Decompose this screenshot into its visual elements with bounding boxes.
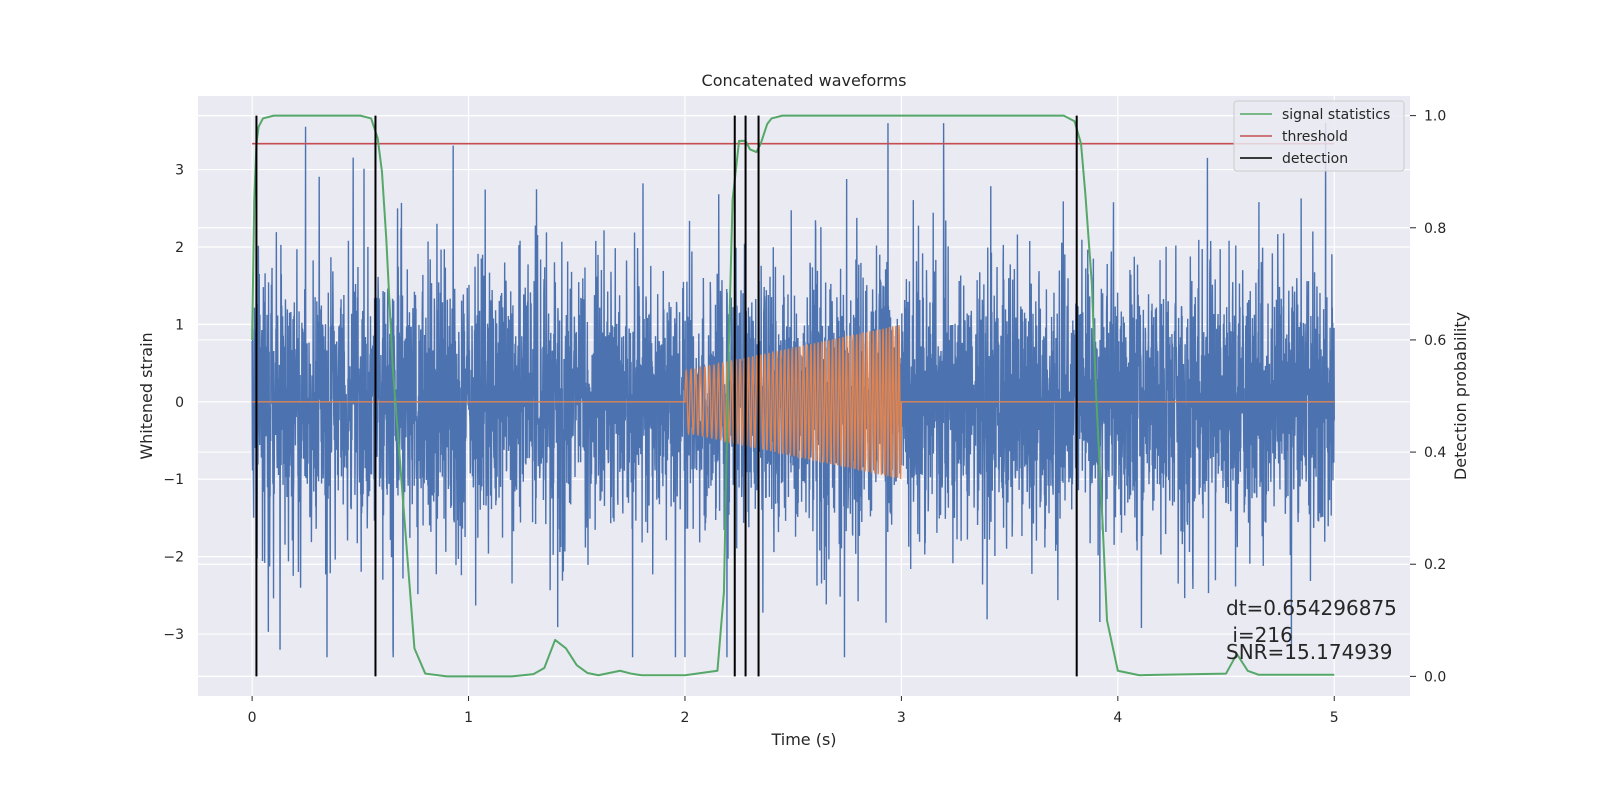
ticks-layer: 0 1 2 3 4 5 −3 −2 −1 0 1 2 3 0.0 0.2 0.4 0.6 0.8 1.0 [163,109,1446,726]
legend-label-signal-statistics: signal statistics [1282,107,1390,123]
y-right-tick-label: 1.0 [1424,109,1446,125]
y-axis-label: Whitened strain [137,332,156,459]
y-tick-label: 2 [175,240,184,256]
chart-title: Concatenated waveforms [702,71,907,90]
x-tick-label: 4 [1113,710,1122,726]
signal-statistics-line [251,114,1335,678]
annotation-dt: dt=0.654296875 [1226,596,1397,620]
injected-chirp-line [252,325,1335,480]
x-tick-label: 1 [464,710,473,726]
annotation-snr: SNR=15.174939 [1226,640,1392,664]
x-tick-label: 0 [248,710,257,726]
x-tick-label: 5 [1330,710,1339,726]
y-right-tick-label: 0.2 [1424,557,1446,573]
series-layer [251,114,1335,678]
y-axis-label-right: Detection probability [1451,312,1470,480]
x-axis-label: Time (s) [770,730,836,749]
annotations: dt=0.654296875 i=216 SNR=15.174939 [1226,596,1397,664]
legend-label-detection: detection [1282,151,1348,167]
annotation-index: i=216 [1226,623,1293,647]
x-tick-label: 3 [897,710,906,726]
x-tick-label: 2 [681,710,690,726]
y-tick-label: 1 [175,317,184,333]
y-tick-label: −3 [163,627,184,643]
y-tick-label: 0 [175,395,184,411]
y-tick-label: −2 [163,550,184,566]
y-right-tick-label: 0.4 [1424,445,1446,461]
legend-box [1233,100,1405,172]
y-right-tick-label: 0.8 [1424,221,1446,237]
legend: signal statistics threshold detection [1233,100,1405,172]
y-right-tick-label: 0.6 [1424,333,1446,349]
y-tick-label: −1 [163,472,184,488]
y-right-tick-label: 0.0 [1424,669,1446,685]
y-tick-label: 3 [175,163,184,179]
legend-label-threshold: threshold [1282,129,1348,145]
